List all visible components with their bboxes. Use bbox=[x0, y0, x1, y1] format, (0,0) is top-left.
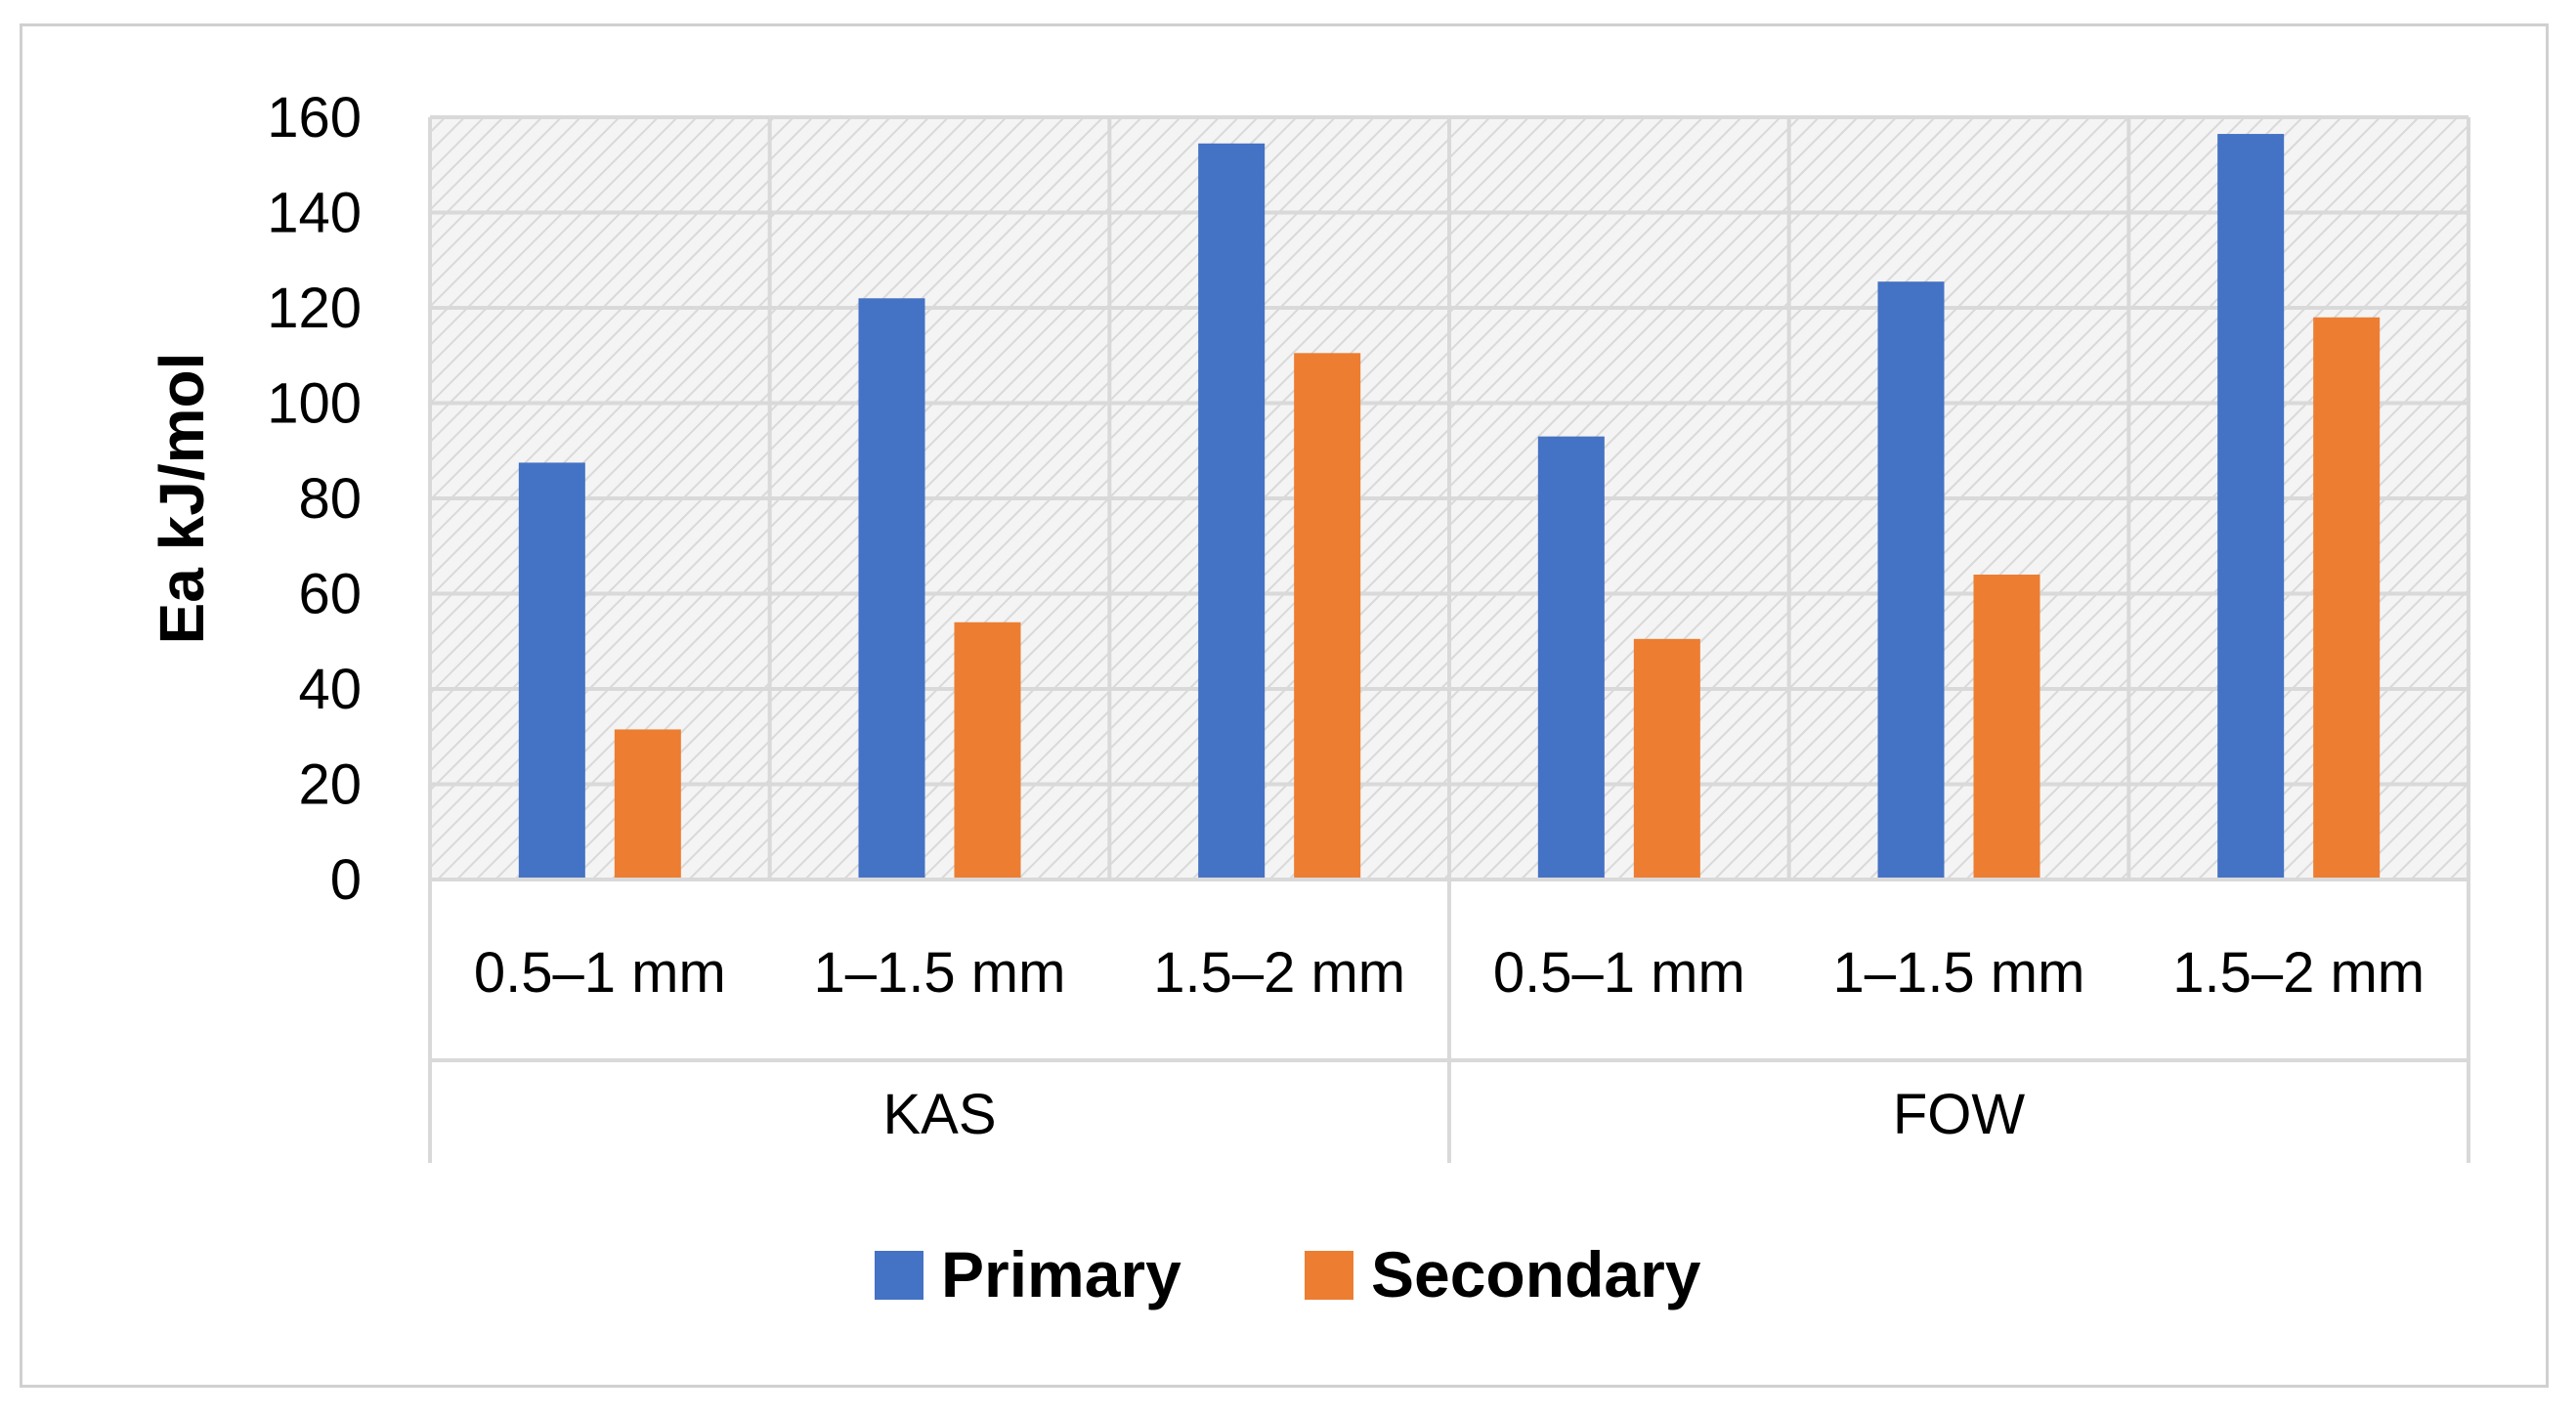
bars bbox=[518, 134, 2381, 880]
y-tick-label: 160 bbox=[267, 86, 362, 150]
bar-primary bbox=[1537, 436, 1605, 880]
y-tick-label: 140 bbox=[267, 182, 362, 245]
legend-swatch-secondary bbox=[1305, 1251, 1353, 1300]
y-tick-label: 120 bbox=[267, 277, 362, 340]
bar-secondary bbox=[2313, 317, 2381, 880]
x-tick-label: 0.5–1 mm bbox=[1493, 941, 1745, 1005]
legend: Primary Secondary bbox=[875, 1238, 1701, 1310]
legend-label-primary: Primary bbox=[941, 1238, 1181, 1310]
axes: 0 20 40 60 80 100 120 140 160 0.5–1 mm 1–1.5 mm 1.5… bbox=[267, 86, 2470, 1163]
y-axis-label: Ea kJ/mol bbox=[147, 353, 217, 645]
legend-label-secondary: Secondary bbox=[1371, 1238, 1701, 1310]
legend-swatch-primary bbox=[875, 1251, 923, 1300]
y-tick-label: 0 bbox=[330, 848, 362, 912]
y-tick-label: 60 bbox=[298, 563, 362, 626]
bar-primary bbox=[858, 298, 925, 880]
bar-secondary bbox=[1294, 353, 1361, 880]
x-tick-label: 0.5–1 mm bbox=[474, 941, 726, 1005]
x-group-label: FOW bbox=[1893, 1083, 2026, 1146]
x-tick-label: 1–1.5 mm bbox=[814, 941, 1066, 1005]
x-tick-label: 1.5–2 mm bbox=[1153, 941, 1405, 1005]
y-tick-label: 80 bbox=[298, 467, 362, 531]
bar-primary bbox=[518, 462, 585, 880]
x-group-label: KAS bbox=[882, 1083, 996, 1146]
bar-primary bbox=[2217, 134, 2285, 880]
y-tick-label: 100 bbox=[267, 372, 362, 436]
x-tick-label: 1.5–2 mm bbox=[2172, 941, 2425, 1005]
bar-secondary bbox=[614, 729, 681, 880]
bar-primary bbox=[1877, 281, 1945, 880]
bar-secondary bbox=[1973, 575, 2040, 880]
bar-secondary bbox=[954, 622, 1021, 880]
y-tick-label: 20 bbox=[298, 753, 362, 817]
bar-primary bbox=[1198, 143, 1266, 880]
bar-secondary bbox=[1633, 638, 1700, 880]
y-tick-label: 40 bbox=[298, 658, 362, 721]
x-tick-label: 1–1.5 mm bbox=[1833, 941, 2085, 1005]
gridlines bbox=[428, 115, 2470, 881]
